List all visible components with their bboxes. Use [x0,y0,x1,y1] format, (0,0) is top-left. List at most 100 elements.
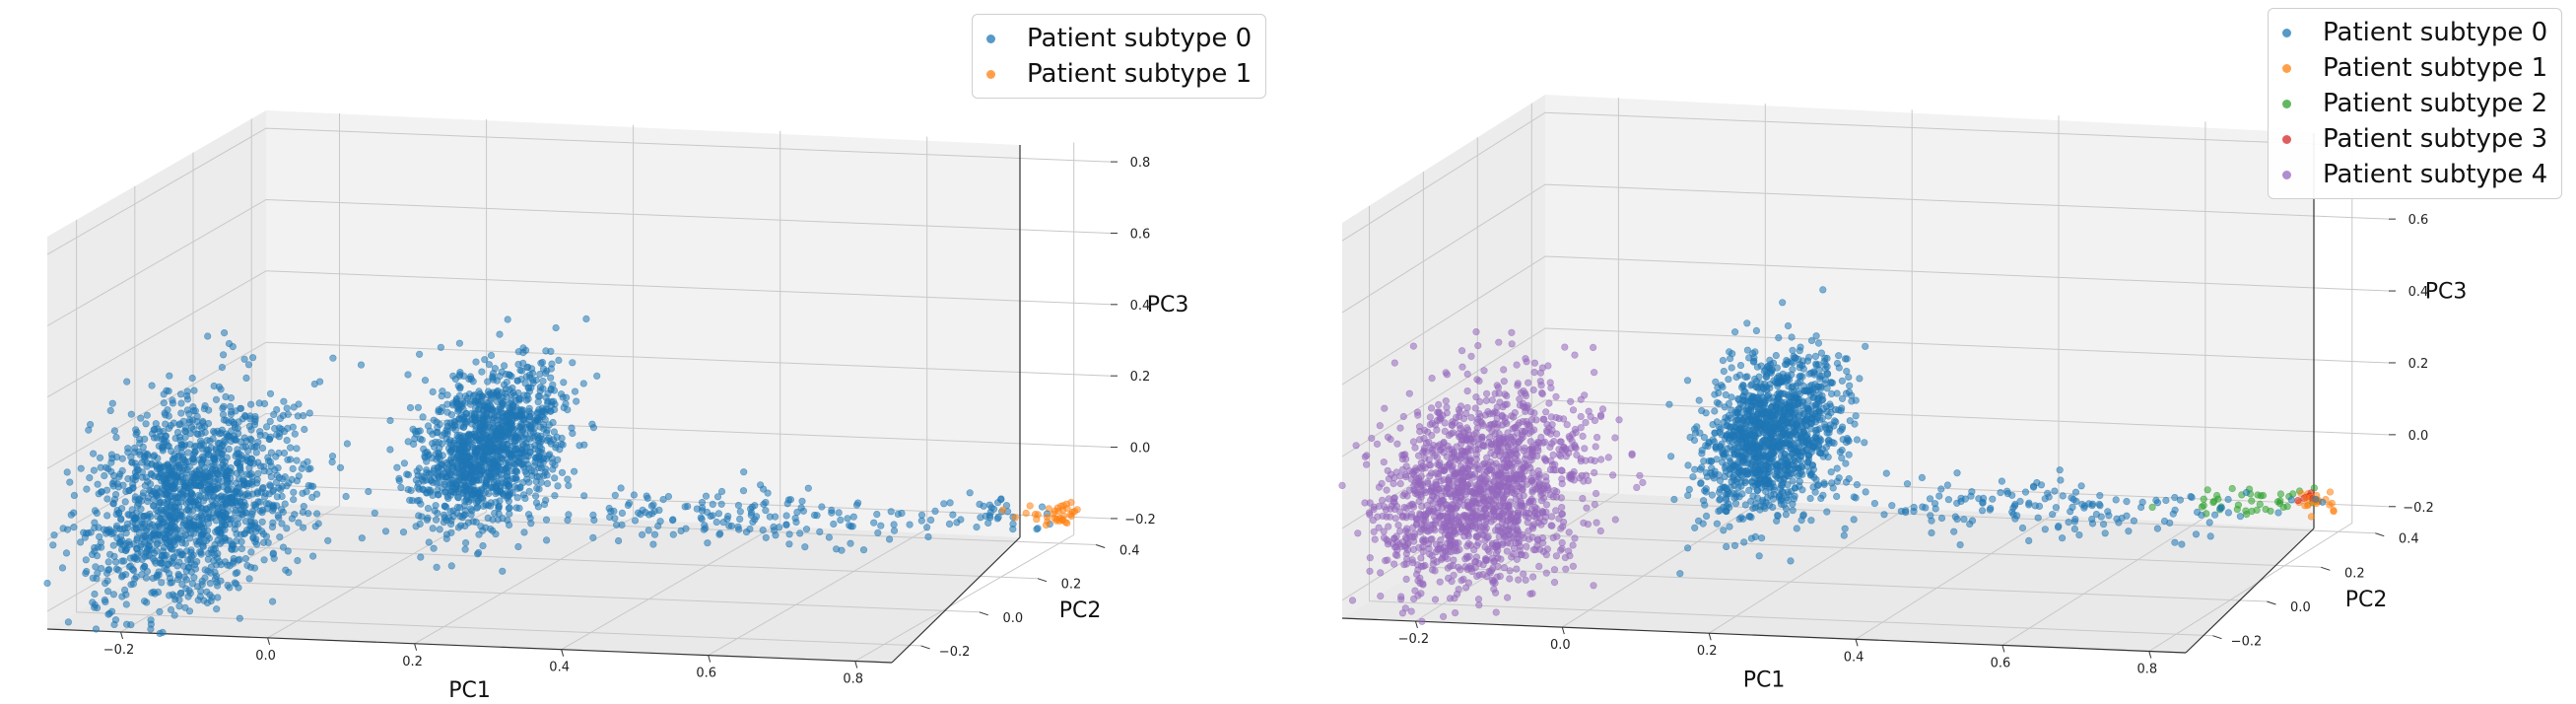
data-point [1736,362,1745,370]
data-point [241,443,249,451]
data-point [272,453,280,460]
data-point [2088,502,2096,510]
data-point [493,389,501,397]
data-point [124,449,132,457]
data-point [1786,376,1794,384]
data-point [307,482,315,490]
data-point [724,512,732,521]
data-point [235,430,242,438]
data-point [184,564,192,572]
data-point [469,378,477,386]
data-point [324,536,332,544]
data-point [1822,443,1830,452]
data-point [1711,390,1719,398]
data-point [480,407,488,415]
data-point [649,540,657,548]
data-point [1467,352,1475,360]
data-point [147,625,155,633]
data-point [474,550,482,558]
data-point [1777,500,1786,508]
data-point [413,467,421,475]
data-point [311,523,319,530]
data-point [211,478,219,486]
data-point [2276,490,2284,498]
data-point [764,489,772,497]
data-point [189,454,197,461]
data-point [2072,497,2080,506]
data-point [2037,481,2046,489]
data-point [542,536,551,544]
data-point [283,437,291,445]
data-point [557,390,566,398]
data-point [736,508,744,516]
data-point [254,469,262,478]
data-point [1591,416,1598,425]
data-point [287,444,295,452]
data-point [505,521,513,529]
data-point [1513,565,1521,573]
data-point [543,479,552,488]
data-point [248,478,256,486]
data-point [2044,489,2052,497]
data-point [2077,482,2085,490]
data-point [515,504,523,513]
data-point [161,534,169,542]
x-tick-mark [708,655,712,663]
data-point [278,506,286,514]
data-point [1756,503,1764,511]
data-point [707,512,714,521]
data-point [2104,508,2112,516]
data-point [256,498,264,506]
data-point [1596,527,1604,535]
data-point [1061,519,1069,527]
data-point [1823,354,1831,363]
data-point [291,430,299,438]
data-point [1814,339,1823,347]
data-point [1787,393,1795,401]
data-point [1581,445,1589,453]
data-point [522,396,531,404]
data-point [155,568,163,576]
data-point [214,508,222,516]
data-point [1835,474,1843,482]
data-point [772,531,780,539]
data-point [161,409,169,417]
data-point [1853,481,1861,489]
data-point [552,323,560,332]
data-point [424,504,433,513]
data-point [188,498,196,506]
grid-line-x [267,118,488,639]
data-point [562,393,571,401]
data-point [644,494,651,502]
data-point [1828,379,1837,387]
data-point [415,512,423,520]
data-point [250,501,258,509]
data-point [309,552,317,560]
data-point [132,472,140,480]
data-point [118,466,126,475]
data-point [241,554,249,563]
data-point [241,412,249,421]
data-point [91,590,99,598]
data-point [2034,514,2042,522]
data-point [2021,488,2030,496]
data-point [132,515,140,523]
data-point [1845,451,1853,458]
data-point [747,509,756,517]
data-point [63,468,71,476]
data-point [492,498,500,506]
data-point [1803,357,1811,365]
data-point [450,417,458,425]
data-point [1636,471,1644,479]
data-point [273,405,281,414]
data-point [284,424,292,433]
data-point [1582,419,1590,427]
data-point [2287,496,2295,504]
grid-line-y [76,219,921,647]
data-point [153,491,162,499]
data-point [798,497,806,505]
data-point [1850,516,1858,524]
data-point [503,392,510,400]
data-point [231,521,238,528]
data-point [734,501,743,510]
